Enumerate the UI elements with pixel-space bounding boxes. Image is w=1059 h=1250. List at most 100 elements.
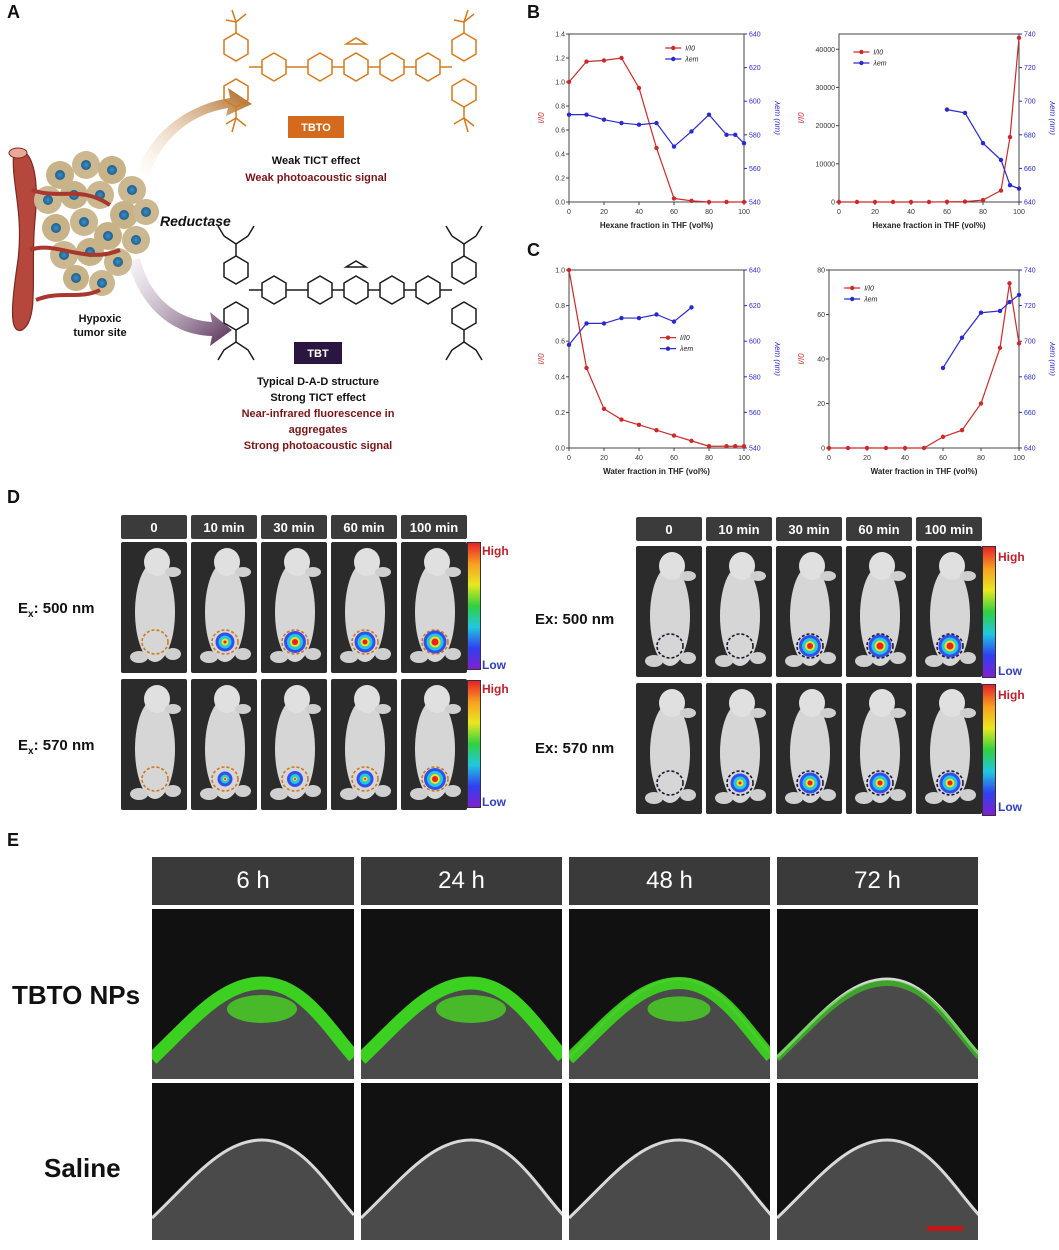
chart-c-right: 0 20 40 60 80 100 0 20 40 60 80 640 660 680 700 720 740 W… <box>797 268 1055 477</box>
pa-scan <box>361 976 562 1079</box>
d-right-mouse-image-r1-c2 <box>776 683 842 814</box>
arrow-to-tbto <box>138 88 252 178</box>
d-right-mouse-image-r0-c0 <box>636 546 702 677</box>
reductase-label: Reductase <box>160 213 231 229</box>
chart-b-left-series-0-point-10 <box>741 199 747 205</box>
chart-b-right-series-1-point-5 <box>1016 186 1022 191</box>
chart-b-right-y2tick-label-0: 640 <box>1024 200 1036 207</box>
tbt-badge <box>294 342 342 364</box>
chart-b-right-xtick-label-5: 100 <box>1013 209 1025 216</box>
chart-c-left-xtick-label-0: 0 <box>567 455 571 462</box>
chart-b-left-ytick-label-7: 1.4 <box>555 32 565 39</box>
chart-b-left-ytick-label-2: 0.4 <box>555 152 565 159</box>
tbt-line5: Strong photoacoustic signal <box>244 440 393 452</box>
chart-c-left-series-1-point-3 <box>619 315 624 321</box>
panel-letter-b: B <box>527 2 540 22</box>
d-right-time-header: 0 10 min 30 min 60 min 100 min <box>636 517 982 541</box>
chart-b-left-series-0-line <box>568 57 744 203</box>
chart-c-left-series-0-point-1 <box>584 365 589 371</box>
d-right-time-0: 0 <box>636 517 702 541</box>
chart-c-left-series-0-point-10 <box>733 444 738 449</box>
d-left-mouse-image-r1-c4 <box>401 679 467 810</box>
panel-letter-d: D <box>7 487 20 507</box>
chart-c-left-series-0-point-2 <box>601 406 607 412</box>
chart-b-right-y2tick-label-5: 740 <box>1024 32 1036 39</box>
d-left-colorbar-1 <box>467 542 481 670</box>
chart-b-left-y2label: λem (nm) <box>773 100 780 135</box>
tbt-line1: Typical D-A-D structure <box>257 376 379 388</box>
mouse-figure <box>855 689 906 804</box>
chart-c-right-y2tick-label-4: 720 <box>1024 303 1036 310</box>
chart-c-left-series-0-point-5 <box>654 428 659 433</box>
chart-b-right-series-0-point-1 <box>854 199 860 205</box>
chart-c-left-xtick-label-4: 80 <box>705 455 713 462</box>
chart-b-left-ytick-label-6: 1.2 <box>555 56 565 63</box>
chart-b-left-y2tick-label-4: 620 <box>749 65 761 72</box>
chart-c-left-legend-label-0: I/I0 <box>680 335 690 342</box>
chart-c-right-series-0-point-9 <box>997 345 1003 351</box>
panel-letter-e: E <box>7 830 20 850</box>
e-time-3: 72 h <box>777 857 978 905</box>
chart-c-right-series-0-point-5 <box>921 445 927 451</box>
chart-c-right-series-1-point-1 <box>959 335 965 340</box>
pa-scan <box>152 976 354 1079</box>
chart-c-right-ytick-label-3: 60 <box>817 312 825 319</box>
d-right-cbar2-high: High <box>998 688 1025 702</box>
chart-b-right-ytick-label-1: 10000 <box>816 161 836 168</box>
panel-letter-c: C <box>527 240 540 260</box>
d-right-mouse-image-r1-c1 <box>706 683 772 814</box>
chart-b-left-ytick-label-1: 0.2 <box>555 176 565 183</box>
chart-b-left-series-1-point-9 <box>724 132 729 137</box>
tbto-badge-text: TBTO <box>301 122 331 134</box>
chart-c-left-series-0-point-6 <box>671 433 677 438</box>
chart-c-left-frame <box>568 269 745 449</box>
mouse-figure <box>855 552 906 667</box>
e-pa-image-r0-c1 <box>361 909 562 1079</box>
chart-b-right-y2tick-label-2: 680 <box>1024 132 1036 139</box>
d-left-mouse-image-r1-c3 <box>331 679 397 810</box>
chart-c-right-frame <box>828 269 1020 449</box>
d-left-time-0: 0 <box>121 515 187 539</box>
chart-b-left-series-1-point-11 <box>741 141 747 146</box>
chart-b-right-xlabel: Hexane fraction in THF (vol%) <box>872 221 986 230</box>
chart-b-left-series-1-point-10 <box>733 132 738 137</box>
chart-b-right-series-1-point-2 <box>980 141 986 146</box>
chart-c-right-series-0-point-1 <box>845 445 851 451</box>
chart-b-right-y2tick-label-4: 720 <box>1024 65 1036 72</box>
mouse-figure <box>410 548 461 663</box>
pa-scan <box>152 1138 354 1240</box>
pa-scan <box>569 1138 770 1240</box>
chart-c-left-series-0-point-11 <box>741 444 747 449</box>
chart-c-right-series-0-point-4 <box>902 445 908 451</box>
d-left-cbar2-low: Low <box>482 795 506 809</box>
d-right-mouse-image-r0-c2 <box>776 546 842 677</box>
mouse-figure <box>270 685 321 800</box>
e-pa-image-r0-c0 <box>152 909 354 1079</box>
chart-b-left-series-1-point-5 <box>654 120 659 126</box>
d-left-mouse-image-r0-c2 <box>261 542 327 673</box>
chart-c-left-y2label: λem (nm) <box>773 341 780 376</box>
d-right-cbar1-low: Low <box>998 664 1022 678</box>
chart-b-right-y2tick-label-3: 700 <box>1024 99 1036 106</box>
d-right-cbar2-low: Low <box>998 800 1022 814</box>
mouse-figure <box>925 552 976 667</box>
chart-b-right-series-0-point-10 <box>1007 134 1013 140</box>
chart-b-left-y2tick-label-5: 640 <box>749 32 761 39</box>
chart-c-right-legend-marker-0 <box>850 285 855 291</box>
chart-b-left-y2tick-label-2: 580 <box>749 132 761 139</box>
panel-letter-a: A <box>7 2 20 22</box>
tbt-line4: aggregates <box>289 424 348 436</box>
chart-b-left-legend-marker-1 <box>671 56 676 62</box>
d-left-mouse-image-r0-c0 <box>121 542 187 673</box>
d-left-mouse-image-r1-c1 <box>191 679 257 810</box>
d-right-row2-label: Ex: 570 nm <box>535 740 615 757</box>
d-right-time-3: 60 min <box>846 517 912 541</box>
chart-b-right-series-0-point-3 <box>890 199 896 205</box>
d-right-mouse-image-r1-c0 <box>636 683 702 814</box>
chart-c-right-ytick-label-1: 20 <box>817 401 825 408</box>
tbto-line1: Weak TICT effect <box>272 155 361 167</box>
chart-b-left-series-1-point-4 <box>636 122 642 127</box>
chart-c-left-series-1-point-1 <box>584 321 589 326</box>
mouse-figure <box>715 689 766 804</box>
chart-b-left: 0 20 40 60 80 100 0.0 0.2 0.4 0.6 0.8 1.0 1.2 1.4 540 5… <box>537 32 780 231</box>
